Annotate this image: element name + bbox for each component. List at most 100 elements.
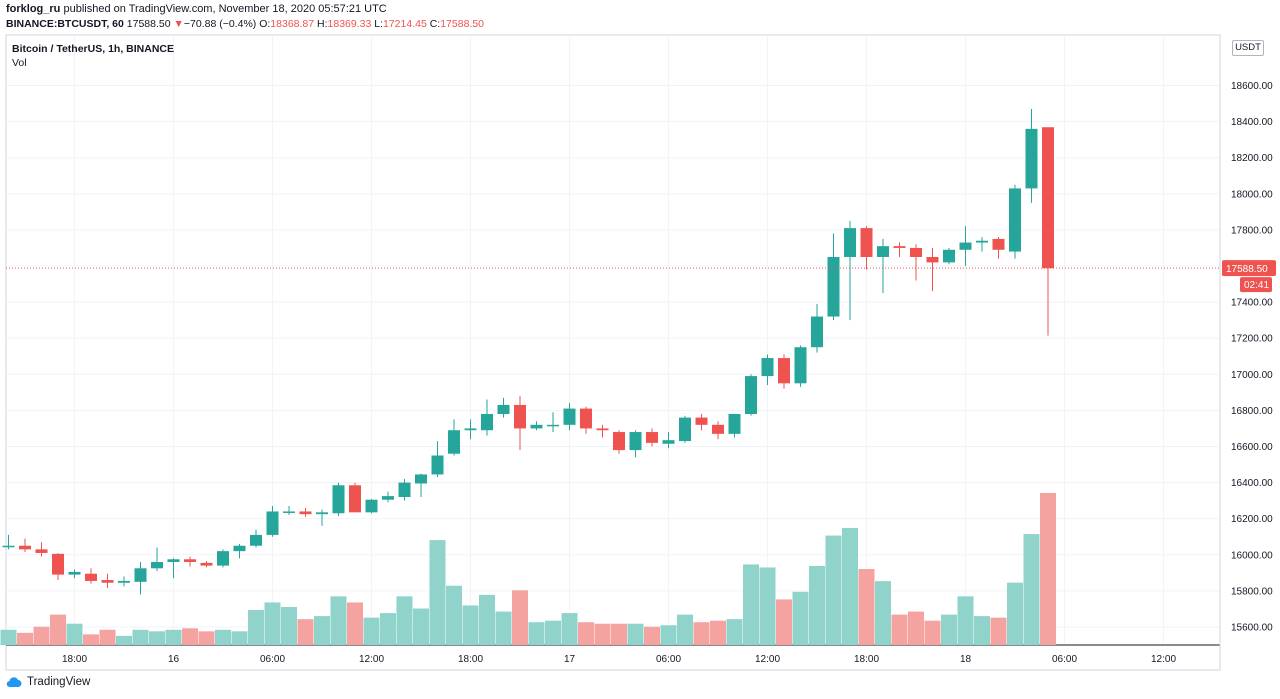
candle bbox=[332, 482, 345, 516]
volume-bar bbox=[446, 585, 462, 645]
candle-body bbox=[910, 247, 922, 257]
candle-body bbox=[695, 417, 708, 425]
brand-name: TradingView bbox=[27, 676, 91, 688]
tradingview-logo-icon bbox=[6, 676, 22, 687]
candle-body bbox=[563, 408, 576, 425]
volume-bar bbox=[99, 629, 116, 645]
countdown-label: 02:41 bbox=[1244, 280, 1269, 291]
volume-bar bbox=[644, 626, 660, 645]
volume-bar bbox=[858, 569, 875, 645]
candle-body bbox=[52, 553, 64, 575]
candle bbox=[134, 561, 147, 595]
candle-body bbox=[68, 571, 81, 575]
volume-bar bbox=[479, 594, 495, 645]
candle bbox=[101, 573, 114, 589]
volume-bar bbox=[825, 535, 842, 645]
candle-body bbox=[382, 496, 394, 500]
candle bbox=[646, 428, 658, 447]
price-tick-label: 18200.00 bbox=[1231, 153, 1273, 164]
author-name[interactable]: forklog_ru bbox=[6, 3, 61, 15]
volume-bar bbox=[347, 602, 363, 645]
volume-legend[interactable]: Vol bbox=[12, 57, 27, 69]
volume-bar bbox=[561, 613, 578, 645]
candle bbox=[151, 547, 163, 572]
series-legend[interactable]: Bitcoin / TetherUS, 1h, BINANCE bbox=[12, 43, 174, 55]
volume-bar bbox=[83, 634, 99, 645]
candle-body bbox=[167, 559, 180, 562]
time-tick-label: 06:00 bbox=[656, 654, 681, 665]
volume-bar bbox=[941, 614, 957, 645]
price-tick-label: 16000.00 bbox=[1231, 550, 1273, 561]
time-tick-label: 16 bbox=[168, 654, 180, 665]
candle bbox=[2, 534, 15, 550]
candle bbox=[992, 237, 1005, 259]
volume-bar bbox=[627, 623, 644, 645]
volume-bar bbox=[380, 613, 396, 645]
volume-bar bbox=[281, 607, 297, 645]
footer-brand[interactable]: TradingView bbox=[6, 676, 90, 688]
volume-bar bbox=[545, 620, 561, 645]
candle bbox=[563, 403, 576, 431]
open-value: 18368.87 bbox=[270, 18, 315, 30]
volume-bar bbox=[182, 628, 198, 645]
down-arrow-icon: ▼ bbox=[173, 18, 184, 30]
candle-body bbox=[134, 568, 147, 582]
candle bbox=[728, 413, 741, 438]
volume-bar bbox=[396, 596, 413, 645]
volume-bar bbox=[0, 629, 17, 645]
volume-bar bbox=[248, 610, 264, 645]
volume-bar bbox=[677, 614, 693, 645]
candle-body bbox=[745, 376, 757, 414]
candle bbox=[794, 345, 807, 387]
candle-body bbox=[398, 482, 411, 498]
volume-bar bbox=[231, 631, 248, 645]
price-tick-label: 18000.00 bbox=[1231, 189, 1273, 200]
volume-bar bbox=[330, 596, 347, 645]
volume-bar bbox=[413, 608, 429, 645]
candle-body bbox=[613, 432, 625, 451]
candle-body bbox=[481, 413, 493, 431]
candle-body bbox=[431, 455, 444, 475]
high-value: 18369.33 bbox=[327, 18, 372, 30]
price-tick-label: 18600.00 bbox=[1231, 81, 1273, 92]
candle bbox=[745, 374, 757, 416]
volume-bar bbox=[776, 599, 792, 645]
volume-bar bbox=[974, 616, 990, 645]
volume-bars bbox=[0, 493, 1056, 645]
currency-unit-badge[interactable]: USDT bbox=[1232, 40, 1264, 56]
candle bbox=[943, 247, 955, 265]
low-value: 17214.45 bbox=[383, 18, 427, 30]
volume-bar bbox=[660, 625, 677, 645]
candle-body bbox=[728, 413, 741, 434]
price-axis[interactable]: 15600.00 15800.00 16000.00 16200.00 16400.00… bbox=[1219, 35, 1273, 670]
candle bbox=[497, 397, 510, 418]
price-tick-label: 17800.00 bbox=[1231, 225, 1273, 236]
volume-bar bbox=[710, 620, 726, 645]
volume-bar bbox=[990, 617, 1007, 645]
current-price-marker: 17588.50 02:41 bbox=[6, 260, 1276, 293]
volume-bar bbox=[66, 623, 83, 645]
candle bbox=[844, 220, 856, 321]
volume-bar bbox=[165, 629, 182, 645]
candle bbox=[1042, 127, 1054, 336]
volume-bar bbox=[429, 540, 446, 645]
time-axis[interactable]: 18:00 16 06:00 12:00 18:00 17 06:00 12:00 18:00 1… bbox=[62, 654, 1176, 665]
time-tick-label: 18:00 bbox=[458, 654, 483, 665]
candle-body bbox=[514, 404, 526, 429]
time-tick-label: 18 bbox=[960, 654, 972, 665]
candle-body bbox=[662, 440, 675, 444]
volume-bar bbox=[512, 590, 528, 645]
volume-bar bbox=[215, 629, 231, 645]
candle-body bbox=[233, 545, 246, 552]
symbol-label: BINANCE:BTCUSDT, 60 bbox=[6, 18, 124, 30]
candle-body bbox=[2, 545, 15, 548]
candle bbox=[959, 226, 972, 267]
price-tick-label: 16200.00 bbox=[1231, 514, 1273, 525]
candle bbox=[514, 395, 526, 451]
candle bbox=[712, 421, 724, 440]
candle bbox=[1025, 108, 1038, 203]
current-price-label: 17588.50 bbox=[1226, 264, 1268, 275]
candle-body bbox=[266, 511, 279, 535]
candle-body bbox=[530, 424, 543, 429]
